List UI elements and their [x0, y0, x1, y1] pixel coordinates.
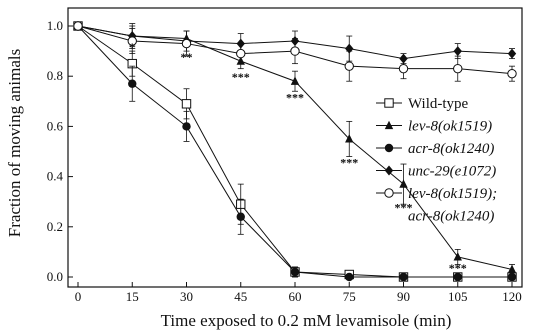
x-tick-label: 30 — [180, 289, 193, 304]
legend-label: lev-8(ok1519) — [408, 119, 492, 135]
x-tick-label: 90 — [397, 289, 410, 304]
legend-label: acr-8(ok1240) — [408, 209, 494, 225]
data-point — [345, 272, 354, 282]
x-tick-label: 105 — [448, 289, 468, 304]
significance-label: *** — [449, 261, 467, 275]
data-point — [181, 38, 192, 49]
data-point — [507, 68, 517, 79]
significance-label: *** — [395, 201, 413, 215]
y-tick-label: 0.8 — [47, 68, 63, 83]
data-point — [398, 63, 409, 74]
x-tick-label: 75 — [343, 289, 356, 304]
legend-marker — [384, 188, 394, 198]
y-axis-title: Fraction of moving animals — [5, 49, 24, 237]
x-tick-label: 120 — [502, 289, 522, 304]
series-2 — [73, 21, 517, 282]
x-tick-label: 45 — [234, 289, 247, 304]
data-point — [507, 48, 517, 59]
legend-marker — [384, 120, 394, 130]
significance-label: ** — [181, 50, 193, 64]
y-tick-label: 0.6 — [47, 118, 64, 133]
significance-annotations: ****************** — [129, 40, 467, 275]
legend-label: lev-8(ok1519); — [408, 186, 497, 202]
data-point — [399, 179, 408, 188]
data-point — [344, 61, 354, 71]
data-point — [290, 76, 300, 85]
legend-marker — [384, 98, 394, 108]
data-point — [236, 48, 246, 59]
legend-marker — [384, 143, 394, 153]
data-point — [290, 46, 300, 56]
data-point — [399, 272, 408, 282]
data-point — [507, 264, 517, 274]
data-point — [128, 79, 137, 88]
y-tick-label: 0.2 — [47, 219, 63, 234]
x-axis-title: Time exposed to 0.2 mM levamisole (min) — [161, 311, 452, 330]
data-point — [236, 212, 245, 221]
x-tick-label: 0 — [75, 289, 82, 304]
y-tick-label: 1.0 — [47, 18, 63, 33]
data-point — [453, 252, 462, 261]
legend-label: unc-29(e1072) — [408, 164, 496, 180]
data-point — [453, 63, 463, 74]
legend-marker — [384, 165, 394, 176]
data-point — [182, 122, 191, 131]
data-point — [181, 99, 192, 109]
legend-label: acr-8(ok1240) — [408, 141, 494, 157]
data-point — [507, 272, 517, 282]
series-layer — [73, 21, 517, 282]
x-tick-label: 15 — [126, 289, 139, 304]
significance-label: *** — [286, 90, 304, 104]
data-point — [127, 36, 137, 46]
significance-label: *** — [232, 70, 250, 84]
chart-axes: 0 15 30 45 60 75 90 105 120 0.0 0.2 0.4 0.6 0.8 1.0 — [47, 7, 523, 304]
data-point — [73, 21, 83, 31]
significance-label: *** — [340, 156, 358, 170]
data-point — [345, 134, 354, 143]
y-tick-label: 0.0 — [47, 269, 63, 284]
series-4 — [73, 21, 517, 82]
data-point — [290, 267, 300, 277]
x-tick-label: 60 — [289, 289, 302, 304]
data-point — [453, 272, 462, 282]
data-point — [453, 46, 462, 57]
legend: Wild-type lev-8(ok1519) acr-8(ok1240) unc-2… — [376, 96, 497, 225]
legend-label: Wild-type — [408, 96, 469, 112]
y-tick-label: 0.4 — [47, 169, 64, 184]
significance-label: * — [129, 40, 135, 54]
